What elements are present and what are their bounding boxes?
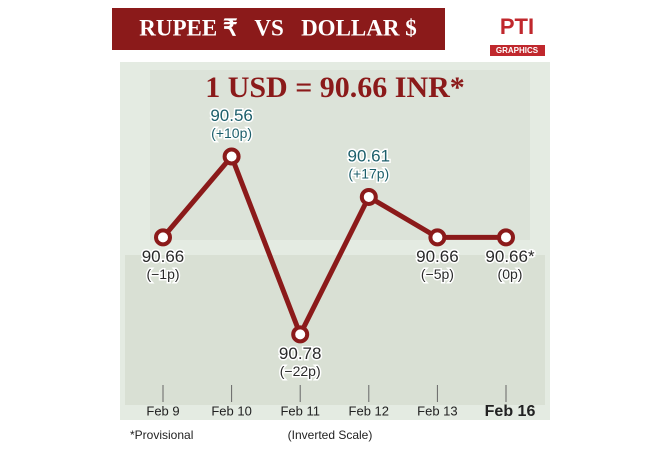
change-label: (−1p) [146,266,179,282]
change-label: (−5p) [421,266,454,282]
value-label: 90.78 [279,344,322,363]
point [222,147,241,166]
change-label: (0p) [498,266,523,282]
value-label: 90.61 [348,146,391,165]
point [428,228,447,247]
value-label: 90.66 [142,247,185,266]
banknote-rupee [150,70,530,240]
scale-note: (Inverted Scale) [288,428,373,442]
footnote: *Provisional [130,428,193,442]
change-label: (+17p) [348,166,389,182]
banknote-dollar [125,255,545,405]
chart-title: RUPEE ₹ VS DOLLAR $ [139,15,416,40]
value-label: 90.56 [210,106,253,125]
x-tick-label: Feb 10 [211,403,251,418]
line [161,154,506,337]
value-label: 90.66* [485,247,535,266]
x-tick-label: Feb 13 [417,403,457,418]
change-label: (+10p) [211,125,252,141]
x-tick-label: Feb 12 [349,403,389,418]
point [291,325,310,344]
value-label: 90.66 [416,247,459,266]
x-tick-label: Feb 9 [146,403,179,418]
point [154,228,172,247]
logo-sub: GRAPHICS [496,46,539,55]
logo: PTI [500,14,534,39]
change-label: (−22p) [280,363,321,379]
point [359,187,378,206]
logo-sub-band [490,45,545,56]
title-banner [112,8,445,50]
point [497,228,515,247]
x-tick-label: Feb 16 [485,403,536,420]
headline: 1 USD = 90.66 INR* [205,71,465,104]
x-tick-label: Feb 11 [280,403,320,418]
